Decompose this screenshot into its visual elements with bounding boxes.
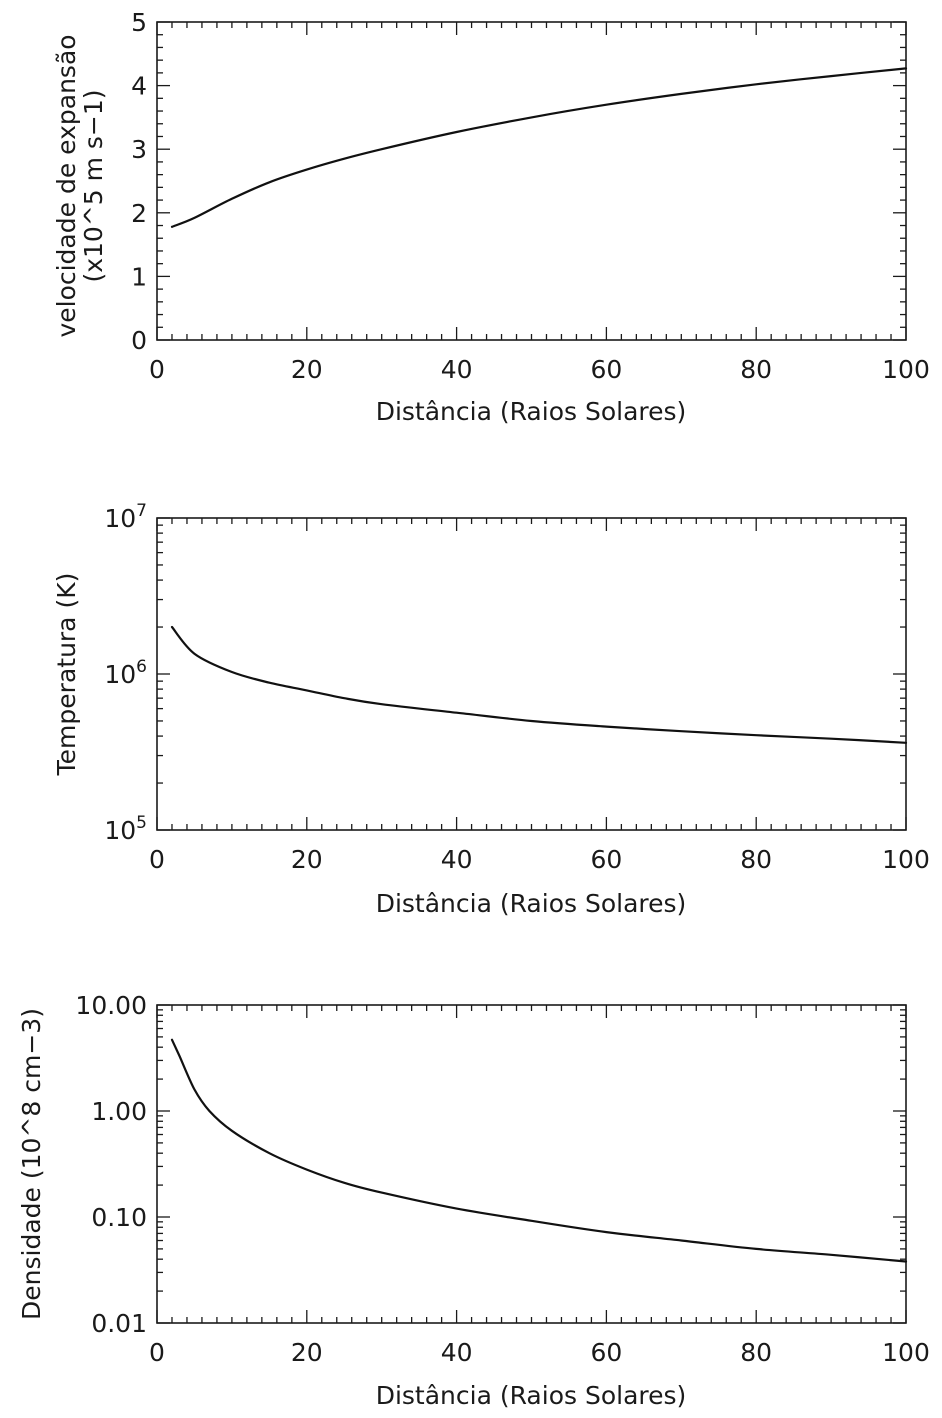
- density-ticks: [156, 1004, 907, 1324]
- density-x-tick-label: 20: [291, 1338, 323, 1367]
- temperature-x-tick-label: 20: [291, 845, 323, 874]
- temperature-x-tick-label: 100: [882, 845, 930, 874]
- density-x-tick-label: 100: [882, 1338, 930, 1367]
- velocity-y-tick-label: 1: [131, 262, 147, 291]
- velocity-x-tick-label: 80: [740, 355, 772, 384]
- temperature-y-tick-label: 105: [104, 813, 147, 845]
- density-y-tick-labels: 0.01 0.10 1.00 10.00: [75, 991, 147, 1338]
- velocity-series-line: [170, 67, 908, 228]
- density-x-axis-title: Distância (Raios Solares): [376, 1381, 687, 1410]
- temperature-x-tick-label: 80: [740, 845, 772, 874]
- velocity-y-tick-label: 2: [131, 199, 147, 228]
- velocity-x-tick-label: 100: [882, 355, 930, 384]
- velocity-x-tick-label: 40: [441, 355, 473, 384]
- density-y-tick-label: 10.00: [75, 991, 147, 1020]
- density-x-tick-label: 80: [740, 1338, 772, 1367]
- density-x-tick-label: 0: [149, 1338, 165, 1367]
- temperature-y-tick-label: 106: [104, 657, 147, 689]
- velocity-y-tick-labels: 0 1 2 3 4 5: [131, 8, 147, 355]
- velocity-y-tick-label: 5: [131, 8, 147, 37]
- velocity-y-tick-label: 3: [131, 135, 147, 164]
- temperature-ticks: [156, 517, 907, 831]
- density-x-tick-labels: 0 20 40 60 80 100: [149, 1338, 930, 1367]
- temperature-x-tick-label: 40: [441, 845, 473, 874]
- density-chart: 0 20 40 60 80 100 0.01 0.10 1.00 10.00 Distância…: [17, 991, 930, 1410]
- velocity-x-tick-label: 60: [590, 355, 622, 384]
- velocity-y-axis-title: velocidade de expansão: [52, 34, 81, 337]
- density-x-tick-label: 40: [441, 1338, 473, 1367]
- density-plot-frame: [156, 1004, 907, 1324]
- velocity-y-axis-unit: (x10^5 m s−1): [79, 89, 108, 282]
- temperature-y-axis-title: Temperatura (K): [52, 573, 81, 777]
- temperature-y-tick-label: 107: [104, 501, 147, 533]
- velocity-chart: 0 20 40 60 80 100 0 1 2 3 4 5 Distância (Raios Sol…: [52, 8, 930, 426]
- velocity-plot-frame: [156, 21, 907, 341]
- temperature-x-axis-title: Distância (Raios Solares): [376, 889, 687, 918]
- density-y-tick-label: 0.01: [91, 1309, 147, 1338]
- temperature-chart: 0 20 40 60 80 100 105 106 107 Distância (Raios …: [52, 501, 930, 918]
- temperature-series-line: [170, 625, 908, 744]
- velocity-x-tick-label: 20: [291, 355, 323, 384]
- velocity-ticks: [156, 21, 907, 341]
- density-y-axis-title: Densidade (10^8 cm−3): [17, 1008, 46, 1320]
- temperature-x-tick-label: 60: [590, 845, 622, 874]
- velocity-y-tick-label: 0: [131, 326, 147, 355]
- density-series-line: [170, 1038, 908, 1263]
- velocity-x-axis-title: Distância (Raios Solares): [376, 397, 687, 426]
- density-y-tick-label: 1.00: [91, 1097, 147, 1126]
- density-y-tick-label: 0.10: [91, 1203, 147, 1232]
- velocity-y-tick-label: 4: [131, 72, 147, 101]
- velocity-x-tick-label: 0: [149, 355, 165, 384]
- density-x-tick-label: 60: [590, 1338, 622, 1367]
- temperature-x-tick-labels: 0 20 40 60 80 100: [149, 845, 930, 874]
- temperature-y-tick-labels: 105 106 107: [104, 501, 147, 845]
- velocity-x-tick-labels: 0 20 40 60 80 100: [149, 355, 930, 384]
- temperature-x-tick-label: 0: [149, 845, 165, 874]
- temperature-plot-frame: [156, 517, 907, 831]
